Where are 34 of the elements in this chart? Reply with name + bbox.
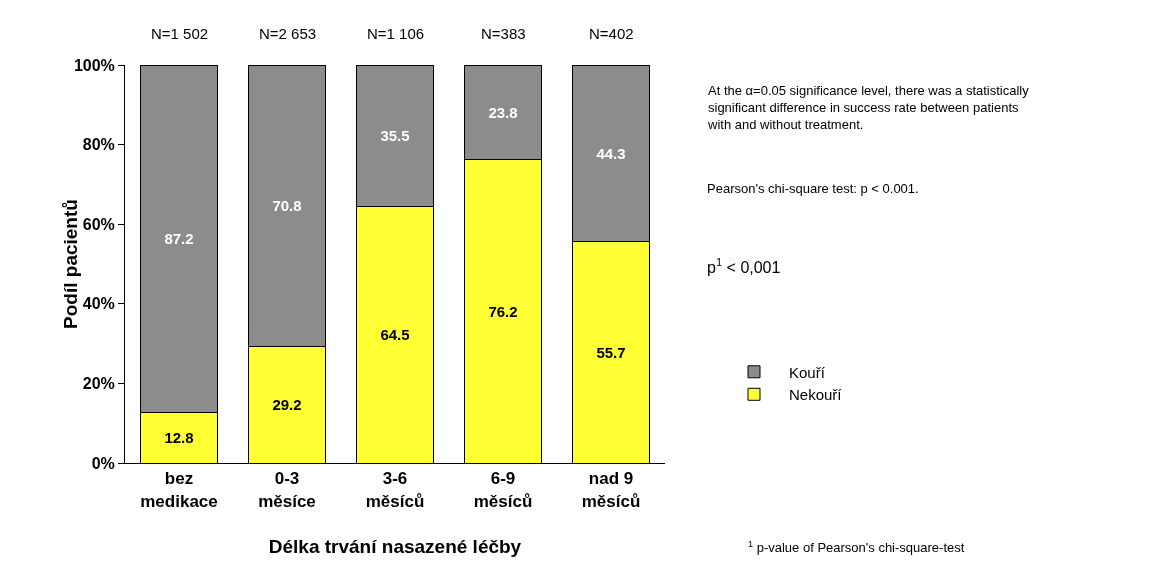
y-tick-label: 80% [82, 136, 115, 154]
text: Pearson's chi-square test: p < 0.001. [707, 181, 919, 196]
y-tick-label: 40% [82, 295, 115, 313]
data-label: 87.2 [164, 230, 194, 248]
data-label: 12.8 [164, 429, 194, 447]
text: N=2 653 [259, 25, 317, 42]
data-label: 55.7 [596, 343, 626, 361]
legend-label: Nekouří [789, 386, 843, 404]
x-tick-label: 3-6 měsíců [365, 469, 425, 511]
y-tick-label: 60% [82, 215, 115, 233]
y-tick-label: 100% [73, 56, 115, 74]
text: N=383 [481, 25, 526, 42]
text: N=1 106 [367, 25, 425, 42]
y-tick-label: 20% [82, 375, 115, 392]
x-tick-label: 0-3 měsíce [258, 469, 316, 511]
text: $^{1}$ p-value of Pearson's chi-square-test [748, 539, 965, 556]
x-tick-label: nad 9 měsíců [581, 469, 641, 511]
text: p$^{1}$ < 0,001 [707, 256, 781, 276]
data-label: 23.8 [488, 103, 518, 121]
y-axis-title: Podíl pacientů [59, 199, 81, 329]
data-label: 64.5 [380, 326, 410, 344]
data-label: 29.2 [272, 396, 302, 414]
text: N=402 [589, 25, 634, 42]
x-axis-title: Délka trvání nasazené léčby [268, 536, 522, 558]
x-tick-label: bez medikace [140, 469, 218, 511]
text: N=1 502 [151, 25, 209, 42]
data-label: 76.2 [488, 302, 518, 320]
text: At the α=0.05 significance level, there was a statistically significant difference in success rate between patients with and without treatment. [707, 83, 1030, 132]
x-tick-label: 6-9 měsíců [473, 469, 533, 511]
y-tick-label: 0% [91, 454, 115, 472]
legend-label: Kouří [789, 363, 826, 381]
data-label: 70.8 [272, 197, 302, 215]
data-label: 35.5 [380, 127, 410, 145]
data-label: 44.3 [596, 144, 626, 162]
